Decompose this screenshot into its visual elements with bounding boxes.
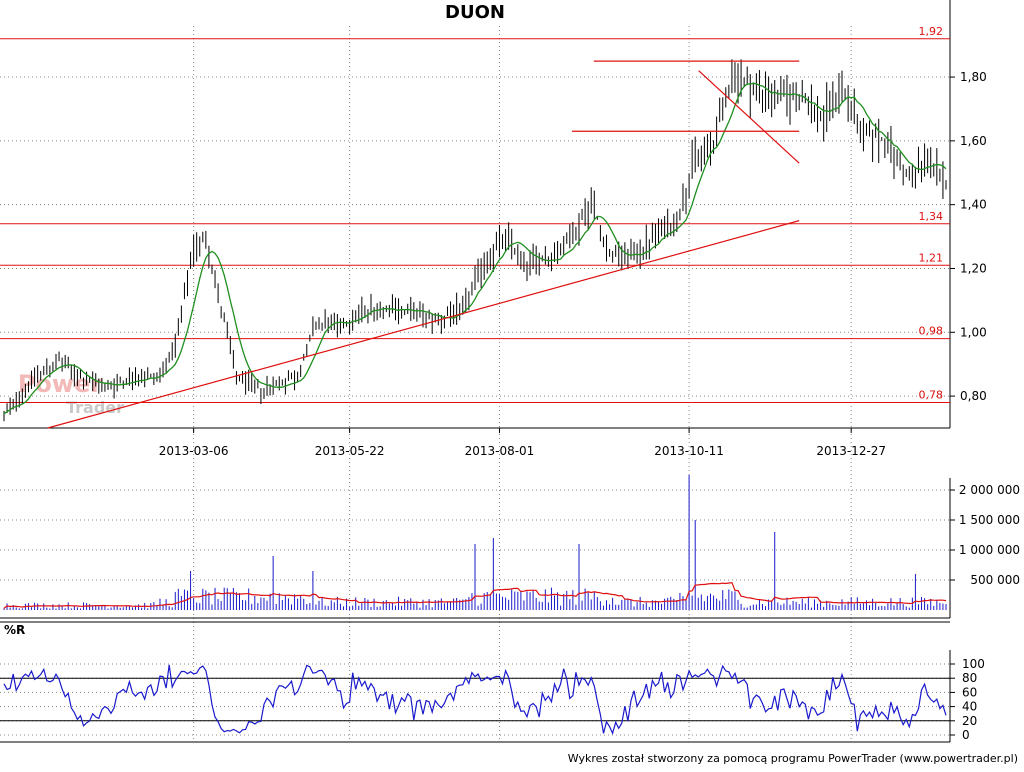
- price-moving-average: [3, 82, 947, 415]
- williams-tick-label: 60: [962, 685, 977, 699]
- williams-title: %R: [4, 623, 25, 637]
- price-axis: 0,80 1,00 1,20 1,40 1,60 1,80: [950, 70, 987, 403]
- footer-text: Wykres został stworzony za pomocą progra…: [568, 752, 1018, 765]
- trend-line-downtrend: [698, 70, 800, 164]
- date-tick-label: 2013-10-11: [654, 444, 724, 458]
- price-tick-label: 1,40: [960, 198, 987, 212]
- williams-grid: [0, 621, 951, 743]
- trend-line-support: [47, 220, 800, 429]
- williams-line: [3, 664, 947, 736]
- level-label: 1,21: [919, 251, 944, 264]
- volume-tick-label: 2 000 000: [959, 483, 1020, 497]
- volume-axis: 500 000 1 000 000 1 500 000 2 000 000: [950, 483, 1020, 587]
- price-levels: 1,92 1,34 1,21 0,98 0,78: [0, 25, 950, 403]
- price-tick-label: 1,00: [960, 325, 987, 339]
- watermark-trader: Trader: [66, 398, 124, 417]
- williams-tick-label: 0: [962, 728, 970, 742]
- level-label: 0,98: [919, 325, 944, 338]
- price-tick-label: 0,80: [960, 389, 987, 403]
- price-bars: [3, 59, 947, 422]
- date-tick-label: 2013-05-22: [315, 444, 385, 458]
- level-label: 0,78: [919, 388, 944, 401]
- volume-grid: [0, 478, 951, 619]
- volume-tick-label: 1 000 000: [959, 543, 1020, 557]
- date-tick-label: 2013-03-06: [159, 444, 229, 458]
- williams-series-line: [3, 664, 947, 736]
- date-tick-label: 2013-12-27: [816, 444, 886, 458]
- williams-tick-label: 100: [962, 657, 985, 671]
- level-label: 1,92: [919, 25, 944, 38]
- date-tick-label: 2013-08-01: [465, 444, 535, 458]
- volume-moving-average: [3, 581, 947, 609]
- trend-lines: [47, 60, 800, 429]
- williams-tick-label: 20: [962, 714, 977, 728]
- volume-tick-label: 1 500 000: [959, 513, 1020, 527]
- level-label: 1,34: [919, 210, 944, 223]
- price-tick-label: 1,80: [960, 70, 987, 84]
- ma-series-line: [3, 82, 947, 415]
- williams-tick-label: 80: [962, 671, 977, 685]
- chart-title: DUON: [445, 2, 505, 23]
- volume-tick-label: 500 000: [970, 573, 1020, 587]
- price-tick-label: 1,20: [960, 261, 987, 275]
- volume-ma-line: [3, 581, 947, 609]
- price-grid: [0, 0, 951, 742]
- date-axis: 2013-03-06 2013-05-22 2013-08-01 2013-10-11…: [159, 428, 886, 458]
- price-tick-label: 1,60: [960, 134, 987, 148]
- watermark-power: Power: [18, 370, 103, 398]
- williams-tick-label: 40: [962, 700, 977, 714]
